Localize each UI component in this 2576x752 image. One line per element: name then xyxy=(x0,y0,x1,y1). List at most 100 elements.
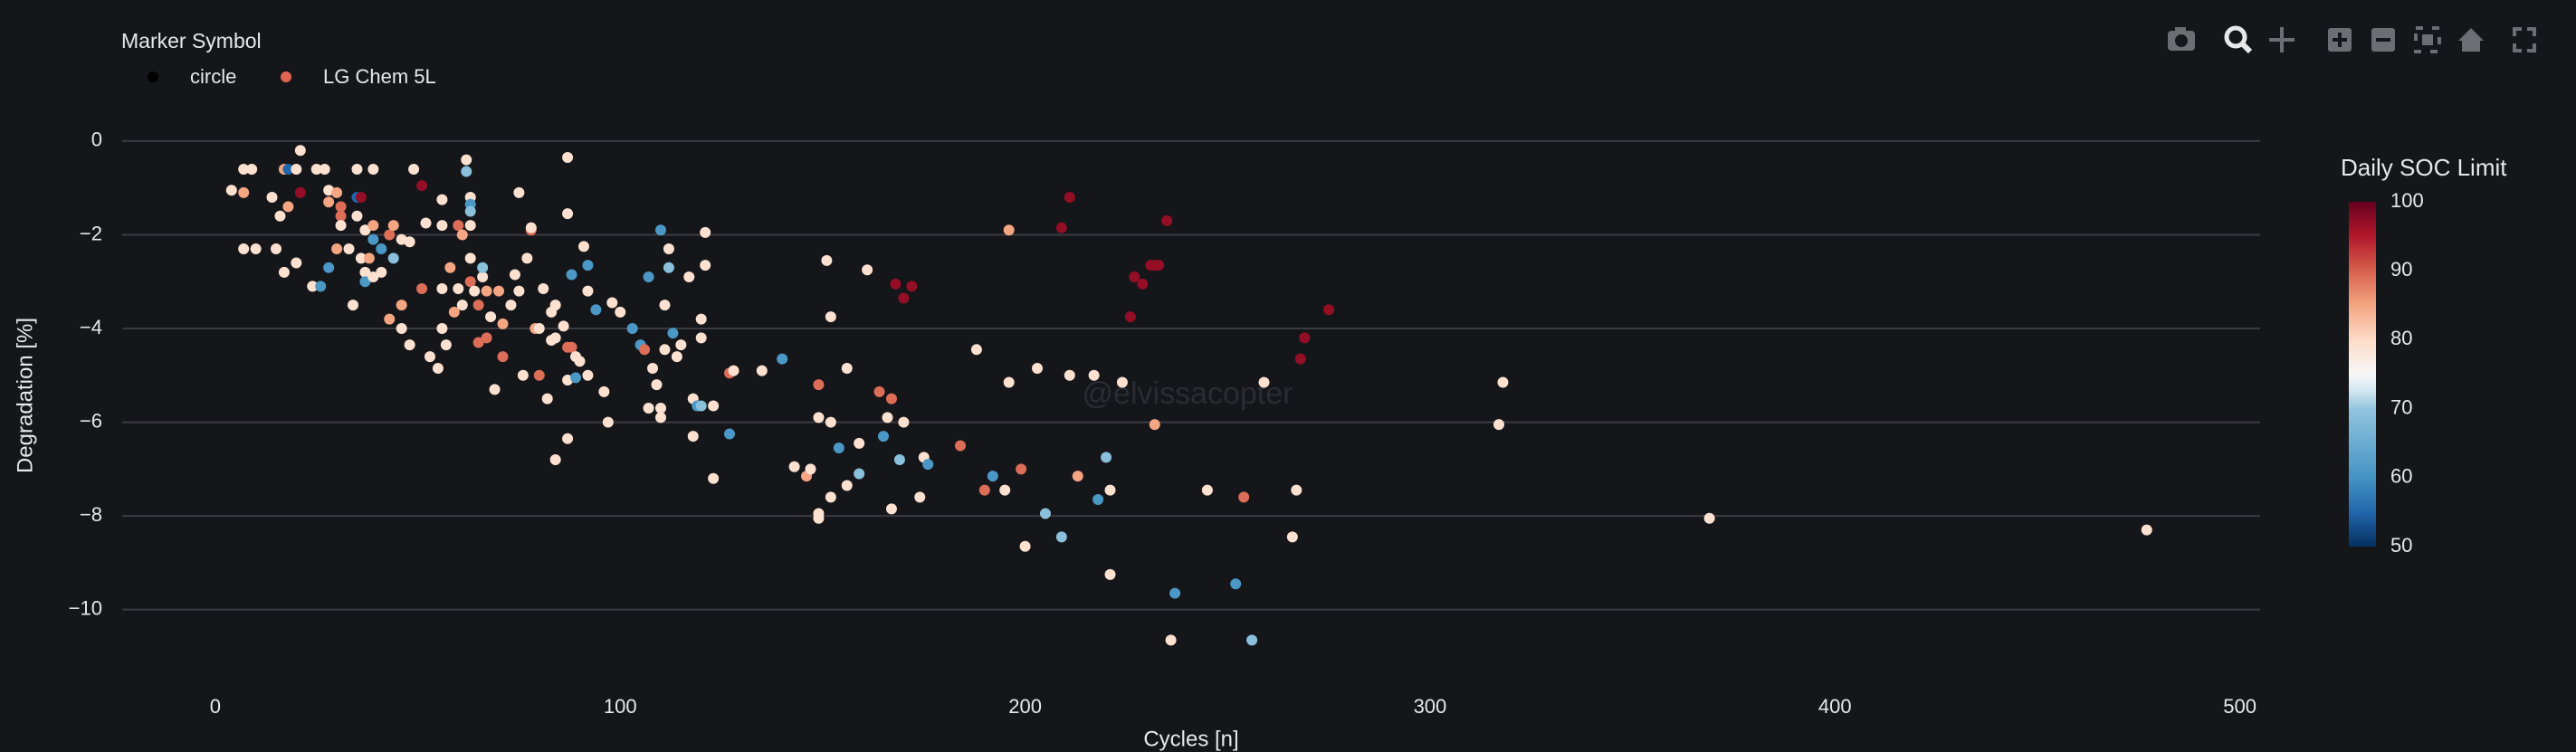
camera-button[interactable] xyxy=(2168,27,2195,51)
data-point xyxy=(1039,508,1051,519)
data-point xyxy=(270,243,281,254)
data-point xyxy=(885,503,897,515)
data-point xyxy=(448,306,460,318)
data-point xyxy=(708,472,720,484)
data-point xyxy=(485,311,497,323)
data-point xyxy=(323,262,335,273)
data-point xyxy=(464,276,476,288)
data-point xyxy=(1116,376,1128,388)
data-point xyxy=(1129,271,1140,283)
autoscale-button[interactable] xyxy=(2414,26,2441,53)
data-point xyxy=(987,471,998,482)
data-point xyxy=(319,163,330,175)
data-point xyxy=(436,323,448,335)
data-point xyxy=(472,337,484,348)
zoom-out-button[interactable] xyxy=(2371,28,2395,52)
data-point xyxy=(1104,484,1116,496)
data-point xyxy=(1497,376,1509,388)
colorbar-tick-label: 50 xyxy=(2390,534,2412,557)
data-point xyxy=(695,313,707,325)
data-point xyxy=(854,468,865,480)
data-point xyxy=(315,281,327,292)
data-point xyxy=(497,351,509,363)
data-point xyxy=(1161,214,1173,226)
data-point xyxy=(481,285,492,297)
colorbar-tick-label: 70 xyxy=(2390,395,2412,418)
data-point xyxy=(1201,484,1213,496)
data-point xyxy=(2141,524,2152,536)
data-point xyxy=(724,428,736,440)
data-point xyxy=(464,252,476,264)
pan-button[interactable] xyxy=(2269,27,2295,52)
data-point xyxy=(396,323,407,335)
data-point xyxy=(355,252,367,264)
data-point xyxy=(788,461,800,472)
y-axis-title: Degradation [%] xyxy=(13,318,37,473)
zoom-button[interactable] xyxy=(2224,25,2253,54)
data-point xyxy=(323,196,335,208)
data-point xyxy=(841,363,853,375)
data-point xyxy=(890,278,902,290)
data-point xyxy=(367,163,379,175)
data-point xyxy=(376,243,387,254)
data-point xyxy=(461,166,472,177)
x-axis-title: Cycles [n] xyxy=(1143,727,1238,751)
data-point xyxy=(1153,260,1165,271)
data-point xyxy=(355,192,367,204)
zoom-in-button[interactable] xyxy=(2328,28,2352,52)
data-point xyxy=(1149,419,1160,431)
data-point xyxy=(363,252,375,264)
data-point xyxy=(978,484,990,496)
data-point xyxy=(687,431,699,443)
data-point xyxy=(885,393,897,405)
data-point xyxy=(367,220,379,232)
grid xyxy=(122,139,2260,611)
data-point xyxy=(238,243,250,254)
reset-button[interactable] xyxy=(2458,28,2484,52)
y-tick-label: −4 xyxy=(80,316,102,338)
fullscreen-button[interactable] xyxy=(2513,27,2536,52)
data-point xyxy=(331,186,343,198)
data-point xyxy=(562,208,574,220)
data-point xyxy=(1703,512,1715,524)
data-point xyxy=(813,412,825,424)
data-point xyxy=(376,266,387,278)
data-point xyxy=(873,386,885,397)
ticks: −10 −8 −6 −4 −2 0 0 100 200 300 400 500 xyxy=(69,129,2256,718)
data-point xyxy=(404,236,415,248)
y-tick-label: −10 xyxy=(69,596,102,619)
data-point xyxy=(667,328,679,339)
data-point xyxy=(654,412,666,424)
data-point xyxy=(821,254,833,266)
data-point xyxy=(606,297,618,309)
data-point xyxy=(359,266,371,278)
legend-marker xyxy=(281,71,291,82)
data-point xyxy=(469,285,481,297)
data-point xyxy=(432,363,444,375)
data-point xyxy=(728,365,739,376)
data-point xyxy=(436,194,448,205)
data-point xyxy=(898,416,910,428)
data-point xyxy=(1246,634,1258,646)
data-point xyxy=(461,154,472,166)
data-point xyxy=(436,220,448,232)
data-point xyxy=(549,453,561,465)
data-point xyxy=(999,484,1011,496)
data-point xyxy=(558,320,569,332)
data-point xyxy=(416,180,428,192)
data-point xyxy=(1101,452,1112,463)
data-point xyxy=(282,201,294,213)
legend-label: LG Chem 5L xyxy=(323,65,436,88)
data-point xyxy=(444,262,456,273)
data-point xyxy=(424,351,435,363)
data-point xyxy=(291,163,302,175)
data-point xyxy=(1286,531,1298,543)
data-point xyxy=(420,217,432,229)
legend: circle LG Chem 5L xyxy=(148,65,436,88)
data-point xyxy=(359,276,371,288)
data-point xyxy=(509,269,520,281)
data-point xyxy=(387,252,399,264)
data-point xyxy=(675,339,687,351)
colorbar xyxy=(2349,202,2376,547)
data-point xyxy=(1019,540,1031,552)
